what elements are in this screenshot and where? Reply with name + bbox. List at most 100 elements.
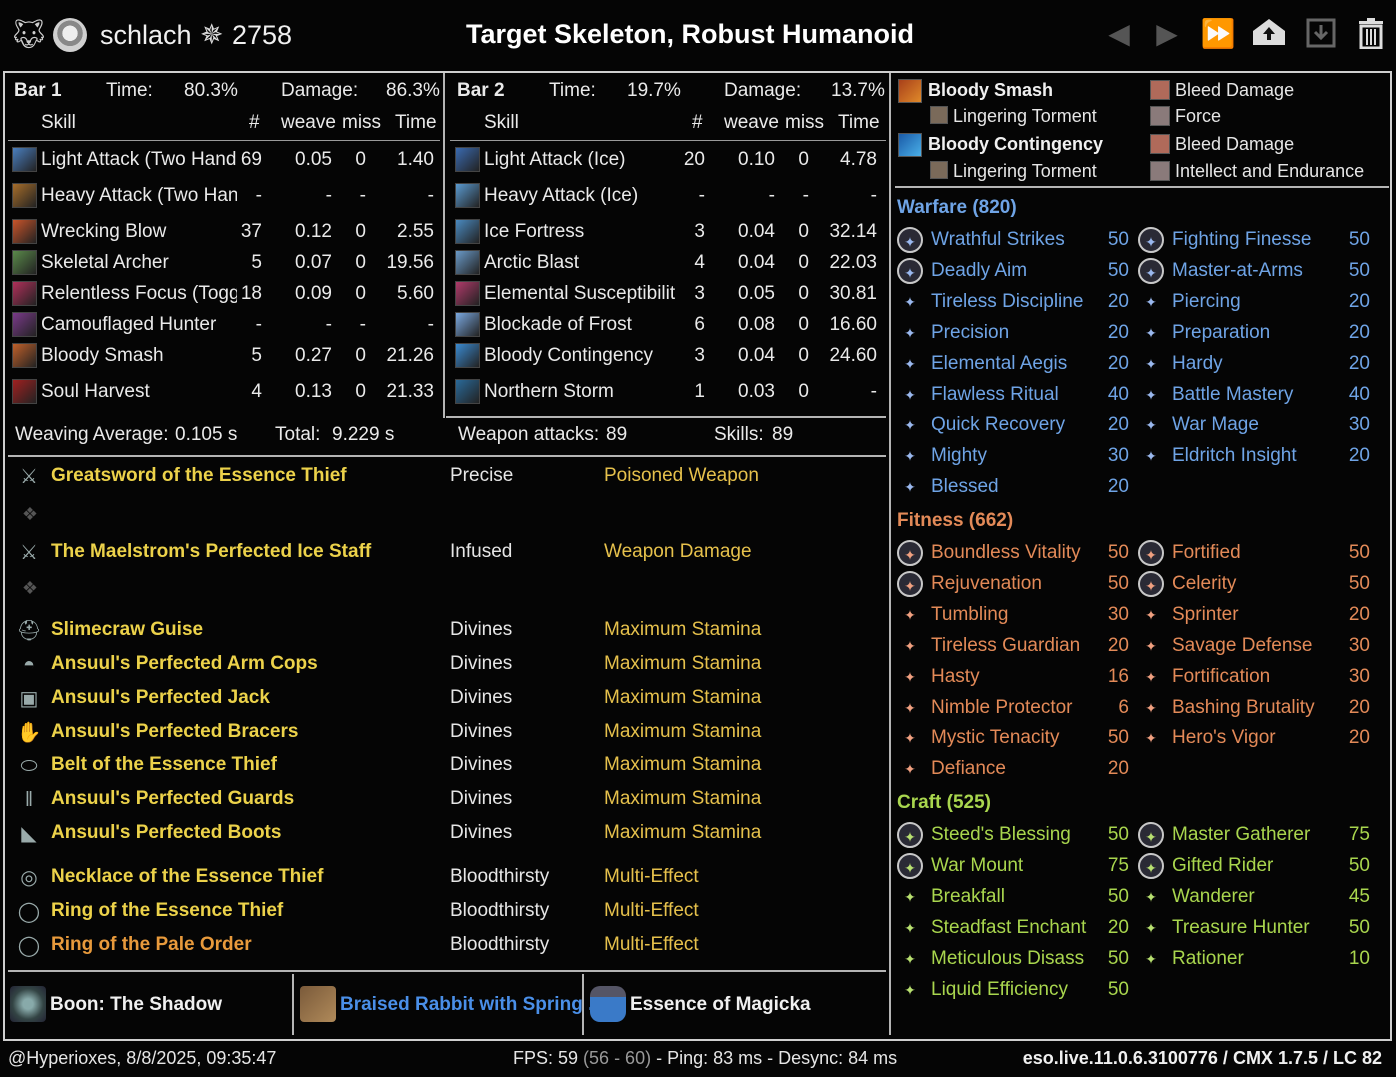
drink-buff[interactable]: Essence of Magicka	[586, 978, 884, 1036]
skill-count: 6	[694, 314, 705, 335]
slotted-star-icon: ✦	[1138, 570, 1164, 597]
cp-star[interactable]: ✦ Mystic Tenacity 50	[897, 724, 1129, 754]
cp-star[interactable]: ✦ Defiance 20	[897, 755, 1129, 785]
cp-star[interactable]: ✦ Fortification 30	[1138, 663, 1370, 693]
cp-star[interactable]: ✦ Deadly Aim 50	[897, 257, 1129, 287]
cp-star[interactable]: ✦ Tumbling 30	[897, 601, 1129, 631]
table-row[interactable]: Arctic Blast 4 0.04 0 22.03	[449, 248, 887, 279]
trash-icon[interactable]	[1355, 17, 1387, 51]
cp-star[interactable]: ✦ Bashing Brutality 20	[1138, 694, 1370, 724]
cp-star[interactable]: ✦ Hasty 16	[897, 663, 1129, 693]
cp-star[interactable]: ✦ Wanderer 45	[1138, 883, 1370, 913]
cp-points: 20	[1107, 290, 1129, 312]
cp-star[interactable]: ✦ Savage Defense 30	[1138, 632, 1370, 662]
cp-star[interactable]: ✦ Blessed 20	[897, 473, 1129, 503]
cp-star[interactable]: ✦ Breakfall 50	[897, 883, 1129, 913]
skill-name: Soul Harvest	[41, 381, 150, 402]
cp-star[interactable]: ✦ Fighting Finesse 50	[1138, 226, 1370, 256]
cp-star[interactable]: ✦ Flawless Ritual 40	[897, 381, 1129, 411]
cp-star[interactable]: ✦ Elemental Aegis 20	[897, 350, 1129, 380]
download-icon[interactable]	[1304, 17, 1338, 51]
table-row[interactable]: Bloody Contingency 3 0.04 0 24.60	[449, 341, 887, 372]
cp-name: Quick Recovery	[931, 414, 1066, 436]
cp-star[interactable]: ✦ War Mount 75	[897, 852, 1129, 882]
cp-star[interactable]: ✦ Gifted Rider 50	[1138, 852, 1370, 882]
gear-row[interactable]: ◓ Ansuul's Perfected Arm Cops Divines Maxim…	[0, 650, 880, 680]
cp-star[interactable]: ✦ Steadfast Enchant 20	[897, 914, 1129, 944]
table-row[interactable]: Ice Fortress 3 0.04 0 32.14	[449, 217, 887, 248]
cp-star[interactable]: ✦ Rationer 10	[1138, 945, 1370, 975]
table-row[interactable]: Skeletal Archer 5 0.07 0 19.56	[6, 248, 444, 279]
cp-points: 30	[1348, 665, 1370, 687]
cp-star[interactable]: ✦ Celerity 50	[1138, 570, 1370, 600]
cp-star[interactable]: ✦ Piercing 20	[1138, 288, 1370, 318]
double-arrow-right-icon[interactable]: ⏩	[1200, 18, 1236, 49]
gear-row[interactable]: ◯ Ring of the Essence Thief Bloodthirsty Mu…	[0, 897, 880, 927]
cp-star[interactable]: ✦ Precision 20	[897, 319, 1129, 349]
skill-count: 1	[694, 381, 705, 402]
skill-icon	[12, 250, 37, 275]
cp-star[interactable]: ✦ Quick Recovery 20	[897, 411, 1129, 441]
gear-row[interactable]: ⚔ Greatsword of the Essence Thief Precise P…	[0, 462, 880, 492]
cp-star[interactable]: ✦ War Mage 30	[1138, 411, 1370, 441]
gear-enchant: Maximum Stamina	[604, 687, 762, 708]
gear-row[interactable]: ‖ Ansuul's Perfected Guards Divines Maximum…	[0, 785, 880, 815]
table-row[interactable]: Elemental Susceptibilit 3 0.05 0 30.81	[449, 279, 887, 310]
upload-house-icon[interactable]	[1251, 17, 1287, 51]
cp-star[interactable]: ✦ Master Gatherer 75	[1138, 821, 1370, 851]
cp-star[interactable]: ✦ Eldritch Insight 20	[1138, 442, 1370, 472]
cp-star[interactable]: ✦ Meticulous Disass 50	[897, 945, 1129, 975]
table-row[interactable]: Heavy Attack (Two Han - - - -	[6, 181, 444, 212]
arrow-left-icon[interactable]: ◀	[1108, 18, 1130, 49]
cp-star[interactable]: ✦ Nimble Protector 6	[897, 694, 1129, 724]
gear-row[interactable]: ⬭ Belt of the Essence Thief Divines Maximum…	[0, 751, 880, 781]
gear-row[interactable]: ▣ Ansuul's Perfected Jack Divines Maximum S…	[0, 684, 880, 714]
staff-icon: ⚔	[20, 542, 38, 564]
food-buff[interactable]: Braised Rabbit with Spring ...	[296, 978, 604, 1036]
cp-star[interactable]: ✦ Mighty 30	[897, 442, 1129, 472]
gear-enchant: Weapon Damage	[604, 541, 752, 562]
star-icon: ✦	[1145, 606, 1157, 623]
gear-row[interactable]: ◎ Necklace of the Essence Thief Bloodthirs…	[0, 863, 880, 893]
skill-time: 24.60	[829, 345, 877, 366]
arrow-right-icon[interactable]: ▶	[1156, 18, 1178, 49]
cp-star[interactable]: ✦ Tireless Guardian 20	[897, 632, 1129, 662]
table-row[interactable]: Northern Storm 1 0.03 0 -	[449, 377, 887, 408]
skill-name: Skeletal Archer	[41, 252, 169, 273]
cp-star[interactable]: ✦ Hardy 20	[1138, 350, 1370, 380]
gear-enchant: Maximum Stamina	[604, 754, 762, 775]
gear-row[interactable]: ✋ Ansuul's Perfected Bracers Divines Maximu…	[0, 718, 880, 748]
cp-star[interactable]: ✦ Fortified 50	[1138, 539, 1370, 569]
table-row[interactable]: Light Attack (Ice) 20 0.10 0 4.78	[449, 145, 887, 176]
divider	[443, 73, 445, 418]
boon-buff[interactable]: Boon: The Shadow	[6, 978, 290, 1036]
cp-star[interactable]: ✦ Liquid Efficiency 50	[897, 976, 1129, 1006]
table-row[interactable]: Heavy Attack (Ice) - - - -	[449, 181, 887, 212]
table-row[interactable]: Camouflaged Hunter - - - -	[6, 310, 444, 341]
cp-star[interactable]: ✦ Preparation 20	[1138, 319, 1370, 349]
cp-star[interactable]: ✦ Master-at-Arms 50	[1138, 257, 1370, 287]
cp-points: 50	[1107, 824, 1129, 845]
gear-row[interactable]: ⛑ Slimecraw Guise Divines Maximum Stamina	[0, 616, 880, 646]
table-row[interactable]: Wrecking Blow 37 0.12 0 2.55	[6, 217, 444, 248]
cp-star[interactable]: ✦ Steed's Blessing 50	[897, 821, 1129, 851]
cp-points: 6	[1118, 696, 1129, 718]
gear-row[interactable]: ◣ Ansuul's Perfected Boots Divines Maximum …	[0, 819, 880, 849]
table-row[interactable]: Bloody Smash 5 0.27 0 21.26	[6, 341, 444, 372]
gear-row[interactable]: ⚔ The Maelstrom's Perfected Ice Staff Infu…	[0, 538, 880, 568]
cp-star[interactable]: ✦ Treasure Hunter 50	[1138, 914, 1370, 944]
table-row[interactable]: Light Attack (Two Hand 69 0.05 0 1.40	[6, 145, 444, 176]
cp-star[interactable]: ✦ Sprinter 20	[1138, 601, 1370, 631]
table-row[interactable]: Relentless Focus (Togg 18 0.09 0 5.60	[6, 279, 444, 310]
cp-star[interactable]: ✦ Rejuvenation 50	[897, 570, 1129, 600]
table-row[interactable]: Blockade of Frost 6 0.08 0 16.60	[449, 310, 887, 341]
cp-star[interactable]: ✦ Wrathful Strikes 50	[897, 226, 1129, 256]
gear-row[interactable]: ◯ Ring of the Pale Order Bloodthirsty Multi…	[0, 931, 880, 961]
cp-star[interactable]: ✦ Boundless Vitality 50	[897, 539, 1129, 569]
star-icon: ✦	[1145, 699, 1157, 716]
table-row[interactable]: Soul Harvest 4 0.13 0 21.33	[6, 377, 444, 408]
gear-trait: Bloodthirsty	[450, 866, 550, 887]
cp-star[interactable]: ✦ Hero's Vigor 20	[1138, 724, 1370, 754]
cp-star[interactable]: ✦ Battle Mastery 40	[1138, 381, 1370, 411]
cp-star[interactable]: ✦ Tireless Discipline 20	[897, 288, 1129, 318]
